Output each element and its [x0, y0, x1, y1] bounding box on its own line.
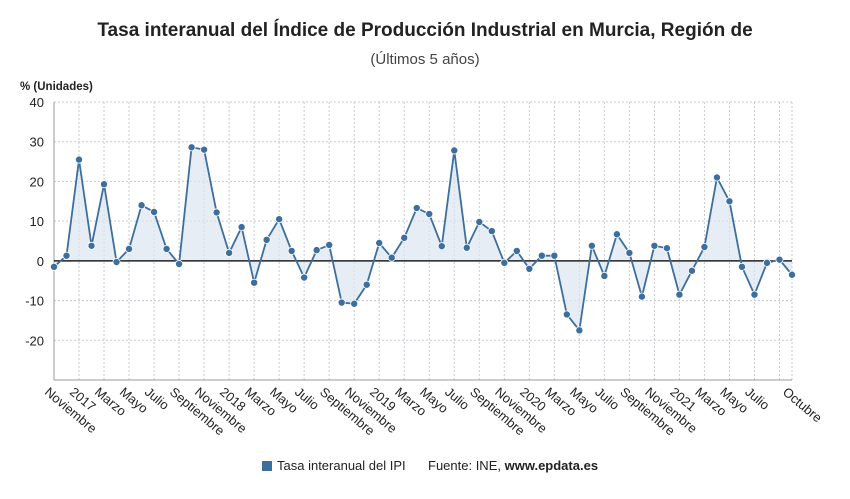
- source-note: Fuente: INE, www.epdata.es: [428, 458, 598, 473]
- data-point: [337, 298, 346, 307]
- chart-subtitle: (Últimos 5 años): [370, 51, 480, 68]
- data-point: [500, 258, 509, 267]
- data-point: [525, 264, 534, 273]
- data-point: [112, 258, 121, 267]
- data-point: [362, 280, 371, 289]
- data-point: [437, 242, 446, 251]
- y-tick-label: 20: [30, 174, 44, 189]
- data-point: [75, 155, 84, 164]
- data-point: [312, 246, 321, 255]
- x-tick-label: Octubre: [780, 384, 825, 425]
- y-tick-label: -10: [25, 294, 44, 309]
- data-point: [350, 299, 359, 308]
- y-tick-label: 10: [30, 214, 44, 229]
- data-point: [712, 173, 721, 182]
- legend: Tasa interanual del IPI: [262, 458, 406, 473]
- data-point: [637, 292, 646, 301]
- data-point: [150, 208, 159, 217]
- data-point: [325, 240, 334, 249]
- data-point: [750, 290, 759, 299]
- data-point: [475, 217, 484, 226]
- y-tick-label: 30: [30, 135, 44, 150]
- data-point: [550, 251, 559, 260]
- data-point: [575, 326, 584, 335]
- data-point: [187, 143, 196, 152]
- data-point: [162, 244, 171, 253]
- data-point: [62, 251, 71, 260]
- data-point: [450, 146, 459, 155]
- data-point: [287, 246, 296, 255]
- data-point: [462, 243, 471, 252]
- y-tick-label: -20: [25, 333, 44, 348]
- data-point: [487, 227, 496, 236]
- data-point: [175, 260, 184, 269]
- data-point: [237, 223, 246, 232]
- data-point: [587, 241, 596, 250]
- data-point: [612, 230, 621, 239]
- data-point: [200, 145, 209, 154]
- data-point: [212, 208, 221, 217]
- data-point: [600, 271, 609, 280]
- data-point: [687, 266, 696, 275]
- data-point: [50, 262, 59, 271]
- data-point: [412, 204, 421, 213]
- data-point: [537, 251, 546, 260]
- source-site: www.epdata.es: [504, 458, 599, 473]
- data-point: [737, 262, 746, 271]
- data-point: [762, 258, 771, 267]
- legend-label: Tasa interanual del IPI: [277, 458, 406, 473]
- data-point: [375, 238, 384, 247]
- data-point: [400, 233, 409, 242]
- data-point: [225, 248, 234, 257]
- data-point: [387, 253, 396, 262]
- data-point: [125, 244, 134, 253]
- series-area: [54, 147, 792, 331]
- data-point: [100, 180, 109, 189]
- data-point: [275, 215, 284, 224]
- y-tick-label: 0: [37, 254, 44, 269]
- data-point: [625, 248, 634, 257]
- chart-title: Tasa interanual del Índice de Producción…: [97, 20, 753, 41]
- data-point: [700, 242, 709, 251]
- data-point: [775, 255, 784, 264]
- data-point: [300, 273, 309, 282]
- data-point: [137, 201, 146, 210]
- data-point: [425, 209, 434, 218]
- y-axis-label: % (Unidades): [20, 81, 93, 93]
- data-point: [662, 244, 671, 253]
- data-point: [788, 270, 797, 279]
- data-point: [250, 278, 259, 287]
- data-point: [262, 235, 271, 244]
- y-tick-label: 40: [30, 95, 44, 110]
- data-point: [725, 197, 734, 206]
- data-point: [512, 246, 521, 255]
- data-point: [675, 290, 684, 299]
- data-point: [650, 241, 659, 250]
- legend-swatch: [262, 460, 272, 471]
- source-prefix: Fuente: INE,: [428, 458, 501, 473]
- data-point: [87, 241, 96, 250]
- data-point: [562, 310, 571, 319]
